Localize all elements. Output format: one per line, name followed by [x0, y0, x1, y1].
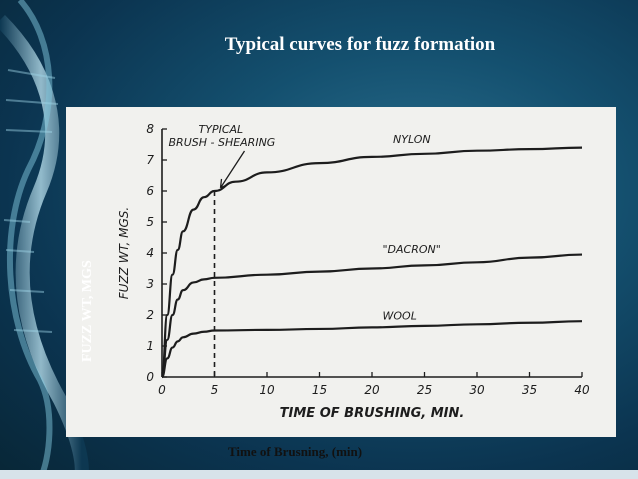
x-tick-label: 30: [469, 383, 485, 397]
outer-x-axis-label: Time of Brusning, (min): [228, 444, 363, 459]
y-tick-label: 3: [146, 277, 154, 291]
series-line-1: [160, 253, 583, 379]
y-tick-label: 4: [146, 246, 154, 260]
y-tick-label: 1: [146, 339, 154, 353]
chart-photo: 0 1 2 3 4 5 6 7 8 0 5 10 15 20 25 30 35 40 NYLON "DACRON"…: [66, 107, 616, 437]
slide-title: Typical curves for fuzz formation: [224, 34, 496, 55]
series-line-2: [160, 320, 583, 379]
annotation-arrow: [219, 150, 246, 189]
x-tick-label: 35: [522, 383, 537, 397]
x-tick-labels: 0 5 10 15 20 25 30 35 40: [158, 372, 590, 397]
y-tick-label: 8: [146, 122, 154, 136]
annotation-brush-shearing: BRUSH - SHEARING: [169, 136, 276, 149]
chart-axes: [161, 129, 582, 378]
annotation-typical: TYPICAL: [199, 123, 244, 136]
inner-y-axis-label: FUZZ WT, MGS.: [117, 207, 131, 299]
x-tick-label: 25: [417, 383, 432, 397]
x-tick-label: 15: [312, 383, 327, 397]
x-tick-label: 20: [364, 383, 380, 397]
x-tick-label: 5: [211, 383, 219, 397]
curve-labels: NYLON "DACRON" WOOL: [383, 133, 441, 323]
series-line-0: [160, 146, 583, 379]
fuzz-chart: 0 1 2 3 4 5 6 7 8 0 5 10 15 20 25 30 35 40 NYLON "DACRON"…: [117, 122, 590, 421]
series-label-1: "DACRON": [383, 243, 441, 256]
x-tick-label: 0: [158, 383, 166, 397]
outer-y-axis-label: FUZZ WT, MGS: [80, 260, 95, 362]
y-tick-label: 6: [146, 184, 154, 198]
y-tick-label: 2: [146, 308, 154, 322]
y-tick-label: 0: [146, 370, 154, 384]
series-label-2: WOOL: [383, 310, 417, 323]
y-tick-label: 7: [146, 153, 154, 167]
y-tick-label: 5: [146, 215, 154, 229]
series-label-0: NYLON: [393, 133, 431, 146]
inner-x-axis-label: TIME OF BRUSHING, MIN.: [280, 406, 465, 421]
x-tick-label: 40: [574, 383, 590, 397]
x-tick-label: 10: [259, 383, 275, 397]
